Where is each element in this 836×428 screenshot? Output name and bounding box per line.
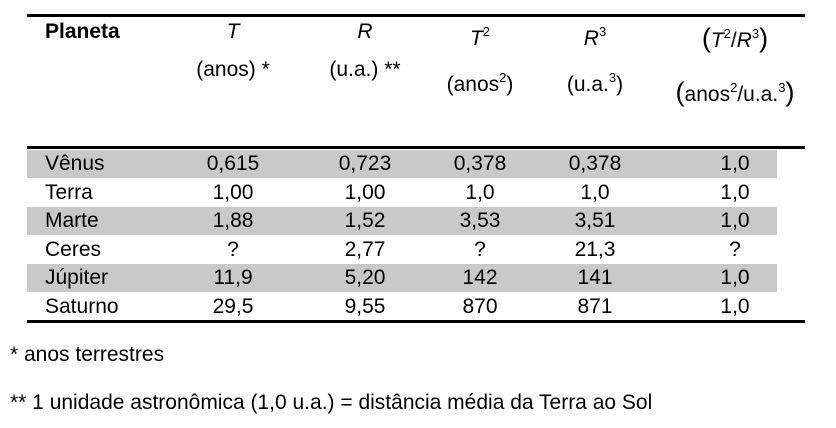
table-cell: 1,00 [212,180,254,204]
header-cell: (u.a.) ** [329,58,400,82]
table-cell: Terra [45,180,93,204]
table-cell: Saturno [45,295,119,318]
header-text: (u.a.) ** [329,58,401,81]
table-cell: 1,0 [580,180,610,204]
header-cell: (anos2) [447,66,514,97]
table-cell: 0,615 [206,152,260,175]
header-text: /u.a. [737,83,779,106]
header-text: R [736,29,752,52]
table-cell: 1,0 [720,295,750,318]
table-cell: ? [729,237,741,261]
header-text: ( [701,23,711,53]
header-text: 3 [598,24,607,39]
header-text: R [357,20,373,43]
table-cell: 5,20 [344,266,386,290]
row-shade [27,150,777,178]
header-rule [27,146,805,149]
row-shade [27,264,777,293]
header-text: ( [675,77,685,107]
table-cell: 1,00 [344,180,386,204]
header-cell: T2 [470,20,490,51]
header-text: R [583,27,599,50]
header-text: ) [785,77,795,107]
header-cell: T [227,20,240,44]
table-cell: 1,0 [465,180,495,204]
header-cell: (T2/R3) [702,22,768,53]
top-rule [27,14,805,17]
table-cell: Ceres [45,237,102,261]
header-text: anos [684,83,731,106]
table-cell: 3,53 [459,209,501,233]
table-cell: 29,5 [212,295,254,318]
table-cell: 1,0 [720,180,750,204]
table-cell: 9,55 [344,295,386,318]
footnote: ** 1 unidade astronômica (1,0 u.a.) = di… [10,391,653,414]
header-text: T [710,29,724,52]
table-cell: 1,52 [344,209,386,233]
table-cell: 0,378 [453,152,507,175]
header-text: 3 [778,80,786,95]
header-text: ) [506,73,514,96]
table-cell: 3,51 [574,209,616,233]
table-cell: 870 [462,295,498,318]
table-cell: 2,77 [344,237,386,261]
table-cell: 1,0 [720,266,750,290]
header-text: (u.a. [566,73,609,96]
table-cell: Marte [45,209,99,233]
header-cell: R3 [584,20,606,51]
header-text: T [469,27,483,50]
header-text: / [730,29,737,52]
row-shade [27,207,777,236]
table-cell: 141 [577,266,613,290]
header-cell: (u.a.3) [567,66,623,97]
table-cell: ? [474,237,486,261]
table-cell: 142 [462,266,498,290]
bottom-rule [27,320,805,323]
header-text: 2 [499,70,507,85]
header-cell: Planeta [45,20,120,44]
table-cell: Vênus [45,152,105,175]
header-cell: R [357,20,372,44]
header-text: (anos) * [196,58,270,81]
header-text: ) [759,23,769,53]
table-cell: 1,0 [720,209,750,233]
header-cell: (anos2/u.a.3) [676,76,795,107]
footnote: * anos terrestres [10,343,165,366]
header-text: 3 [608,70,617,85]
header-text: (anos [446,73,500,96]
table-cell: ? [227,237,239,261]
header-text: T [226,20,240,43]
table-cell: 21,3 [574,237,616,261]
header-text: 2 [730,80,738,95]
header-cell: (anos) * [196,58,270,82]
header-text: 3 [751,26,760,41]
table-cell: 1,0 [720,152,750,175]
header-text: 2 [723,26,731,41]
table-cell: Júpiter [45,266,109,290]
table-cell: 1,88 [212,209,254,233]
table-cell: 871 [577,295,613,318]
header-text: ) [616,73,624,96]
table-cell: 0,378 [568,152,622,175]
table-cell: 0,723 [338,152,392,175]
table-cell: 11,9 [213,266,253,290]
header-text: 2 [482,24,491,39]
header-text: Planeta [45,20,120,43]
